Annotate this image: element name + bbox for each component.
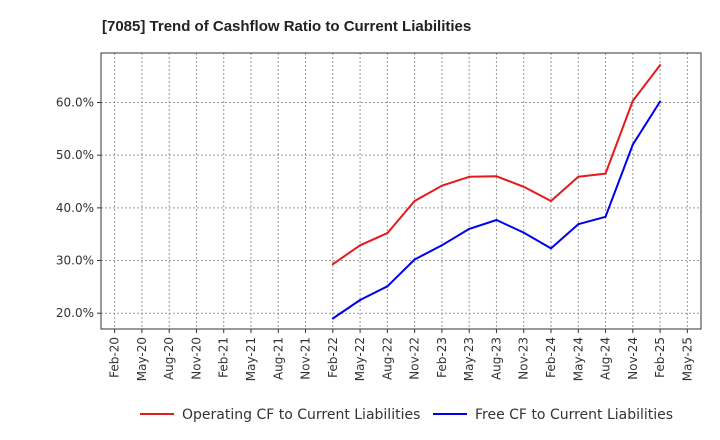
data-point [495, 175, 498, 178]
data-point [577, 223, 580, 226]
x-tick-label: Nov-20 [189, 337, 203, 380]
x-tick-label: Feb-24 [544, 337, 558, 378]
series-group [331, 64, 662, 320]
data-point [604, 215, 607, 218]
data-point [468, 175, 471, 178]
x-tick-label: Aug-21 [271, 337, 285, 380]
data-point [604, 172, 607, 175]
legend-label-0: Operating CF to Current Liabilities [182, 407, 420, 423]
data-point [331, 263, 334, 266]
y-tick-label: 40.0% [56, 201, 94, 215]
data-point [440, 244, 443, 247]
y-tick-label: 30.0% [56, 254, 94, 268]
x-tick-label: Nov-22 [408, 337, 422, 380]
grid [101, 53, 701, 329]
data-point [550, 247, 552, 250]
data-point [386, 232, 389, 235]
y-tick-label: 20.0% [56, 306, 94, 320]
data-point [550, 200, 552, 203]
data-point [522, 185, 525, 188]
x-tick-label: May-20 [135, 337, 149, 381]
plot-area-frame [100, 52, 702, 330]
data-point [522, 231, 525, 234]
y-axis: 20.0% 30.0% 40.0% 50.0% 60.0% [56, 96, 101, 320]
x-tick-label: Feb-25 [653, 337, 667, 378]
x-tick-label: Aug-24 [599, 337, 613, 380]
x-tick-label: May-24 [571, 337, 585, 381]
data-point [359, 299, 362, 302]
data-point [359, 244, 362, 247]
x-tick-label: Nov-21 [299, 337, 313, 380]
data-point [495, 218, 498, 221]
x-tick-label: May-23 [462, 337, 476, 381]
data-point [577, 175, 580, 178]
legend-label-1: Free CF to Current Liabilities [475, 407, 673, 423]
x-tick-label: Aug-23 [489, 337, 503, 380]
data-point [413, 258, 416, 261]
x-tick-label: Aug-20 [162, 337, 176, 380]
legend: Operating CF to Current Liabilities Free … [140, 407, 673, 423]
x-tick-label: Feb-23 [435, 337, 449, 378]
x-tick-label: May-25 [680, 337, 694, 381]
data-point [331, 317, 334, 320]
data-point [631, 99, 634, 102]
data-point [468, 227, 471, 230]
x-tick-label: Nov-24 [626, 337, 640, 380]
data-point [413, 200, 416, 203]
x-tick-label: Feb-20 [108, 337, 122, 378]
data-point [659, 100, 662, 103]
x-axis: Feb-20 May-20 Aug-20 Nov-20 Feb-21 May-21 Aug-… [108, 329, 694, 381]
y-tick-label: 50.0% [56, 148, 94, 162]
y-tick-label: 60.0% [56, 96, 94, 110]
x-tick-label: Feb-22 [326, 337, 340, 378]
data-point [440, 184, 443, 187]
data-point [386, 285, 389, 288]
x-tick-label: May-22 [353, 337, 367, 381]
chart-title: [7085] Trend of Cashflow Ratio to Curren… [102, 18, 471, 35]
x-tick-label: May-21 [244, 337, 258, 381]
data-point [659, 64, 662, 67]
x-tick-label: Nov-23 [517, 337, 531, 380]
x-tick-label: Aug-22 [380, 337, 394, 380]
data-point [631, 143, 634, 146]
x-tick-label: Feb-21 [217, 337, 231, 378]
